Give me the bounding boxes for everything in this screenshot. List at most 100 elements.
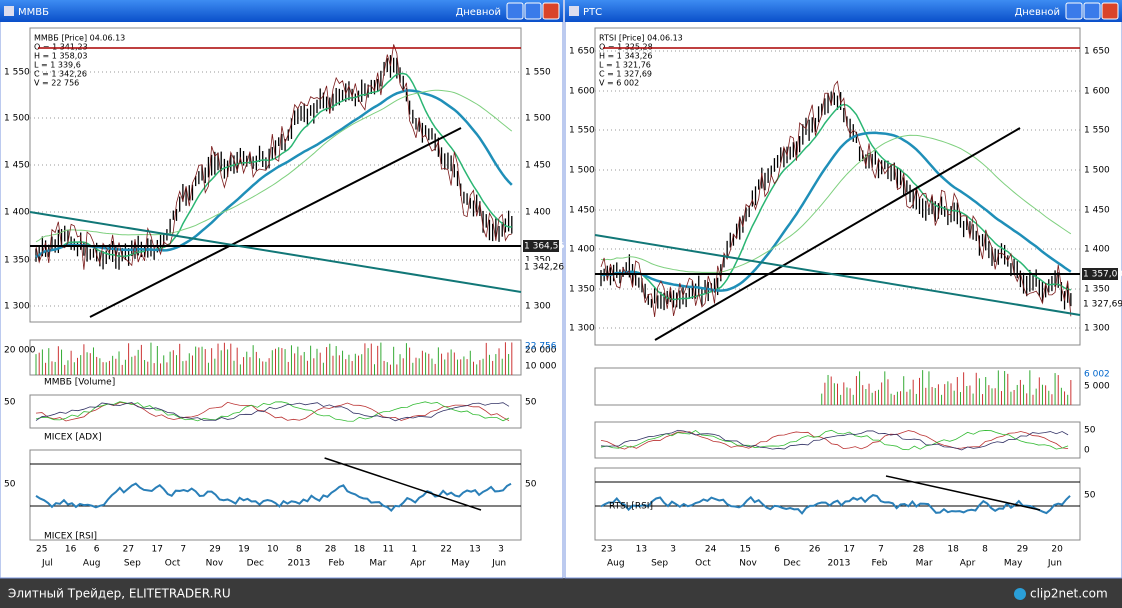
x-day-label: 26 [809, 545, 821, 555]
price-tag-label: 1 342,26 [524, 263, 564, 273]
x-month-label: May [451, 559, 470, 569]
price-axis-label: 1 500 [1084, 166, 1110, 176]
rsi-panel [594, 467, 1081, 541]
clip2net-icon [1014, 588, 1026, 600]
price-axis-label: 1 300 [1084, 324, 1110, 334]
x-day-label: 8 [982, 545, 988, 555]
adx-line [35, 402, 510, 422]
cloud-line [35, 89, 513, 243]
maximize-button[interactable] [524, 2, 542, 20]
trend-line [594, 234, 1081, 316]
trend-line [654, 127, 1021, 341]
window-icon [569, 6, 579, 16]
volume-axis-label: 20 000 [4, 346, 36, 356]
price-axis-label: 1 550 [1084, 126, 1110, 136]
x-day-label: 3 [670, 545, 676, 555]
footer-bar [0, 578, 1122, 608]
price-tag [1082, 268, 1118, 280]
moving-average [600, 103, 1072, 301]
trend-line [324, 457, 482, 511]
info-line: RTSI [Price] 04.06.13 [599, 34, 683, 43]
info-line: C = 1 342,26 [34, 70, 87, 79]
trend-line [885, 475, 1041, 511]
info-line: L = 1 339,6 [34, 61, 81, 70]
x-month-label: Aug [83, 559, 101, 569]
info-line: O = 1 341,23 [34, 43, 88, 52]
price-axis-label: 1 550 [569, 126, 595, 136]
price-axis-label: 1 650 [569, 47, 595, 57]
title-bar[interactable] [0, 0, 563, 22]
x-month-label: Mar [369, 559, 386, 569]
footer-text: clip2net.com [1030, 587, 1108, 601]
price-axis-label: 1 600 [569, 87, 595, 97]
price-axis-label: 1 550 [4, 68, 30, 78]
cloud-line [600, 134, 1072, 273]
info-line: V = 6 002 [599, 79, 639, 88]
price-axis-label: 1 450 [525, 161, 551, 171]
panel-label: MICEX [RSI] [44, 532, 97, 542]
adx-axis-label: 50 [4, 398, 16, 408]
price-axis-label: 1 450 [4, 161, 30, 171]
price-tag-label: 1 357,00 [1083, 270, 1122, 280]
adx-line [35, 401, 510, 422]
volume-tag: 22 756 [525, 342, 557, 352]
window [0, 0, 564, 579]
title-bar[interactable] [565, 0, 1122, 22]
price-tag [523, 240, 559, 252]
price-axis-label: 1 350 [525, 256, 551, 266]
price-tag [1082, 298, 1118, 310]
trend-line [29, 211, 522, 293]
window-title: РТС [583, 7, 602, 18]
x-day-label: 18 [947, 545, 959, 555]
info-line: V = 22 756 [34, 79, 79, 88]
x-day-label: 22 [440, 545, 451, 555]
x-day-label: 19 [238, 545, 250, 555]
x-month-label: Nov [739, 559, 757, 569]
x-day-label: 28 [325, 545, 337, 555]
price-axis-label: 1 350 [1084, 285, 1110, 295]
x-day-label: 17 [844, 545, 855, 555]
x-day-label: 16 [65, 545, 77, 555]
close-button[interactable] [542, 2, 560, 20]
adx-line [600, 430, 1069, 450]
x-month-label: 2013 [288, 559, 311, 569]
x-day-label: 27 [123, 545, 134, 555]
x-day-label: 13 [636, 545, 647, 555]
x-day-label: 7 [180, 545, 186, 555]
close-button[interactable] [1101, 2, 1119, 20]
rsi-panel [29, 449, 522, 541]
price-tag [523, 261, 559, 273]
x-month-label: Sep [124, 559, 141, 569]
price-axis-label: 1 300 [569, 324, 595, 334]
window-title: ММВБ [18, 7, 49, 18]
x-day-label: 6 [94, 545, 100, 555]
x-month-label: Jun [1047, 559, 1062, 569]
price-axis-label: 1 400 [525, 208, 551, 218]
x-month-label: May [1004, 559, 1023, 569]
x-day-label: 11 [383, 545, 394, 555]
minimize-button[interactable] [506, 2, 524, 20]
x-day-label: 17 [152, 545, 163, 555]
minimize-button[interactable] [1065, 2, 1083, 20]
x-month-label: Dec [247, 559, 264, 569]
x-month-label: Apr [410, 559, 426, 569]
x-day-label: 25 [36, 545, 47, 555]
x-month-label: Oct [695, 559, 711, 569]
price-axis-label: 1 350 [569, 285, 595, 295]
x-month-label: Feb [872, 559, 888, 569]
price-axis-label: 1 350 [4, 256, 30, 266]
oscillator-line [600, 80, 1072, 318]
window-icon [4, 6, 14, 16]
x-day-label: 24 [705, 545, 717, 555]
adx-line [600, 429, 1069, 451]
x-month-label: Jun [491, 559, 506, 569]
x-day-label: 7 [878, 545, 884, 555]
info-line: C = 1 327,69 [599, 70, 652, 79]
price-axis-label: 1 500 [4, 114, 30, 124]
volume-axis-label: 20 000 [525, 346, 557, 356]
price-axis-label: 1 550 [525, 68, 551, 78]
x-day-label: 6 [774, 545, 780, 555]
window-period: Дневной [1014, 7, 1060, 18]
x-month-label: Feb [328, 559, 344, 569]
maximize-button[interactable] [1083, 2, 1101, 20]
